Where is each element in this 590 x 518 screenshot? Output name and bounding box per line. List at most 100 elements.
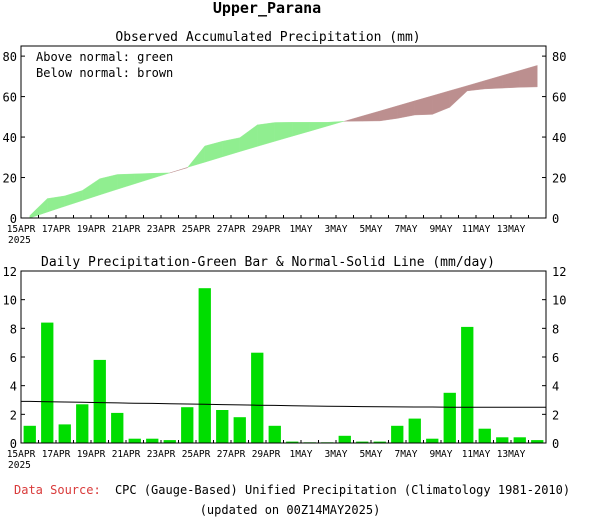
accumulated-xtick-label: 11MAY: [462, 224, 491, 235]
daily-bar: [146, 438, 159, 443]
accumulated-ytick-label-right: 40: [552, 131, 566, 145]
accumulated-chart-title: Observed Accumulated Precipitation (mm): [115, 30, 420, 45]
accumulated-xtick-label: 1MAY: [290, 224, 313, 235]
accumulated-area-segment: [397, 100, 415, 119]
accumulated-xtick-label: 13MAY: [497, 224, 526, 235]
daily-bar: [163, 440, 176, 443]
accumulated-xtick-label: 7MAY: [395, 224, 418, 235]
daily-bar: [391, 425, 404, 443]
accumulated-xtick-label: 27APR: [217, 224, 246, 235]
daily-bar: [408, 418, 421, 443]
daily-xtick-label: 9MAY: [430, 449, 453, 460]
daily-bar: [111, 412, 124, 443]
daily-bar: [41, 322, 54, 443]
daily-bar: [496, 437, 509, 443]
daily-xtick-label: 11MAY: [462, 449, 491, 460]
accumulated-area-segment: [379, 105, 398, 122]
daily-ytick-label-left: 0: [10, 437, 17, 451]
accumulated-area-segment: [204, 141, 223, 163]
accumulated-area-segment: [222, 137, 241, 158]
daily-xtick-label: 21APR: [112, 449, 141, 460]
daily-bar: [128, 438, 141, 443]
daily-bar: [181, 407, 194, 443]
accumulated-area-segment: [414, 95, 433, 116]
accumulated-area-segment: [502, 70, 520, 89]
daily-ytick-label-right: 2: [552, 408, 559, 422]
accumulated-area-segment: [257, 122, 275, 147]
accumulated-area-segment: [82, 178, 101, 201]
daily-bar: [513, 437, 526, 443]
daily-bar: [443, 392, 456, 443]
daily-bar: [93, 359, 106, 443]
accumulated-ytick-label-left: 40: [3, 131, 17, 145]
daily-bar: [478, 428, 491, 443]
daily-bar: [216, 410, 229, 443]
accumulated-xtick-label: 25APR: [182, 224, 211, 235]
daily-bar: [373, 441, 386, 443]
daily-chart-title: Daily Precipitation-Green Bar & Normal-S…: [41, 255, 495, 270]
accumulated-ytick-label-left: 20: [3, 172, 17, 186]
accumulated-area-segment: [99, 174, 118, 196]
daily-xtick-label: 29APR: [252, 449, 281, 460]
daily-xtick-label: 23APR: [147, 449, 176, 460]
accumulated-area-segment: [327, 121, 344, 127]
daily-ytick-label-right: 0: [552, 437, 559, 451]
accumulated-area-segment: [47, 195, 66, 213]
daily-bar: [233, 417, 246, 443]
accumulated-ytick-label-left: 60: [3, 91, 17, 105]
annotation-above-normal: Above normal: green: [36, 50, 173, 64]
daily-bar: [198, 288, 211, 443]
accumulated-ytick-label-right: 20: [552, 172, 566, 186]
daily-xtick-label: 17APR: [42, 449, 71, 460]
accumulated-area-segment: [309, 122, 328, 132]
daily-ytick-label-left: 10: [3, 294, 17, 308]
daily-ytick-label-left: 6: [10, 351, 17, 365]
daily-bar: [76, 404, 89, 443]
daily-xtick-label: 27APR: [217, 449, 246, 460]
accumulated-area-segment: [64, 190, 83, 207]
annotation-below-normal: Below normal: brown: [36, 66, 173, 80]
accumulated-ytick-label-right: 0: [552, 212, 559, 226]
accumulated-area-segment: [292, 122, 310, 137]
accumulated-xtick-label: 15APR: [7, 224, 36, 235]
daily-axes: 0 0 2 2 4 4 6 6 8 8 10 10 12 12 15APR 17APR 19APR 21APR 23…: [3, 265, 567, 471]
accumulated-xtick-label: 23APR: [147, 224, 176, 235]
accumulated-area-segment: [152, 172, 170, 179]
daily-ytick-label-right: 6: [552, 351, 559, 365]
daily-normal-line: [21, 400, 546, 408]
daily-xtick-label: 1MAY: [290, 449, 313, 460]
accumulated-area-segment: [117, 173, 136, 190]
daily-ytick-label-right: 4: [552, 380, 559, 394]
daily-ytick-label-right: 8: [552, 322, 559, 336]
accumulated-area-segment: [344, 115, 363, 122]
accumulated-year-label: 2025: [8, 235, 31, 246]
data-source-line: Data Source: CPC (Gauge-Based) Unified P…: [14, 483, 570, 497]
daily-ytick-label-left: 8: [10, 322, 17, 336]
accumulated-area-segment: [187, 145, 206, 168]
daily-normal-line-path: [21, 400, 546, 408]
daily-ytick-label-right: 12: [552, 265, 566, 279]
daily-bar: [356, 441, 369, 443]
daily-ytick-label-left: 2: [10, 408, 17, 422]
daily-bar: [461, 326, 474, 443]
accumulated-ytick-label-left: 0: [10, 212, 17, 226]
daily-xtick-label: 5MAY: [360, 449, 383, 460]
daily-bars: [23, 288, 544, 443]
daily-xtick-label: 7MAY: [395, 449, 418, 460]
accumulated-area-segment: [134, 173, 153, 185]
daily-xtick-label: 19APR: [77, 449, 106, 460]
daily-xtick-label: 13MAY: [497, 449, 526, 460]
accumulated-area-segment: [362, 110, 380, 122]
accumulated-xtick-label: 17APR: [42, 224, 71, 235]
accumulated-axes: 0 0 20 20 40 40 60 60 80 80 15APR 17APR 19APR 21APR 23…: [3, 50, 567, 246]
daily-bar: [286, 441, 299, 443]
daily-bar: [268, 425, 281, 443]
daily-ytick-label-left: 12: [3, 265, 17, 279]
daily-xtick-label: 15APR: [7, 449, 36, 460]
daily-bar: [338, 435, 351, 443]
accumulated-ytick-label-right: 60: [552, 91, 566, 105]
daily-bar: [531, 440, 544, 443]
accumulated-area-segment: [169, 167, 188, 174]
